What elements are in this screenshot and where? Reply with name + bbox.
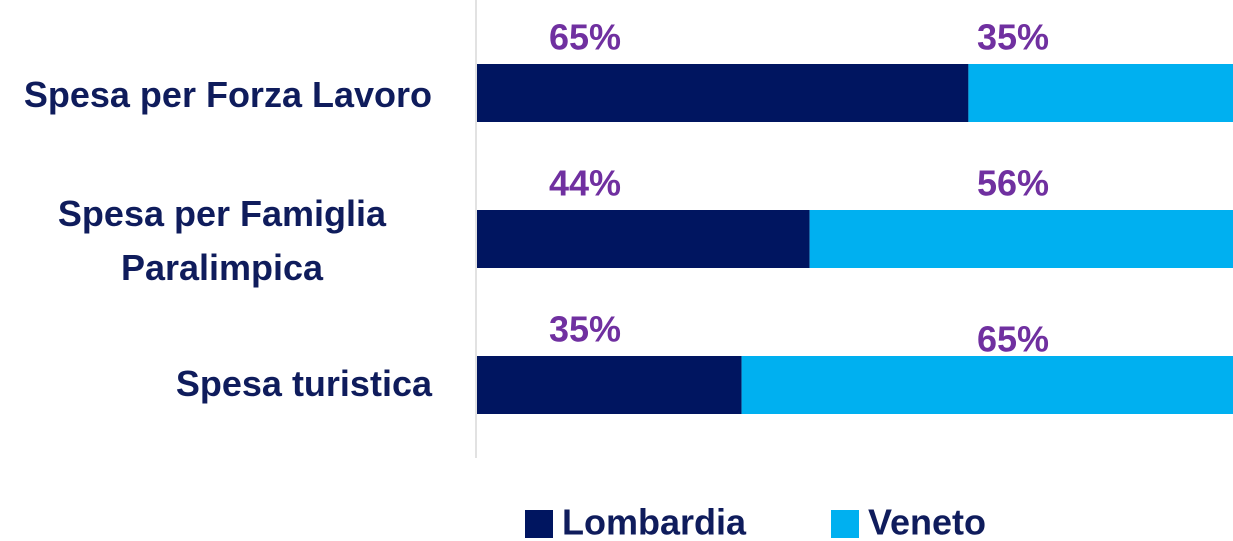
legend-swatch bbox=[525, 510, 553, 538]
value-label: 44% bbox=[549, 163, 621, 204]
value-label: 65% bbox=[977, 319, 1049, 360]
category-label: Spesa per Famiglia Paralimpica bbox=[57, 193, 387, 288]
category-label: Spesa per Forza Lavoro bbox=[23, 74, 432, 115]
value-label: 65% bbox=[549, 17, 621, 58]
legend-swatch bbox=[831, 510, 859, 538]
bar-segment bbox=[741, 356, 1233, 414]
bar-segment bbox=[477, 210, 810, 268]
category-label: Spesa turistica bbox=[175, 363, 432, 404]
legend-label: Veneto bbox=[868, 502, 986, 541]
value-label: 56% bbox=[977, 163, 1049, 204]
bar-segment bbox=[477, 356, 742, 414]
value-label: 35% bbox=[977, 17, 1049, 58]
bar-segment bbox=[809, 210, 1233, 268]
legend-label: Lombardia bbox=[562, 502, 747, 541]
value-label: 35% bbox=[549, 309, 621, 350]
bar-segment bbox=[477, 64, 969, 122]
bar-segment bbox=[968, 64, 1233, 122]
